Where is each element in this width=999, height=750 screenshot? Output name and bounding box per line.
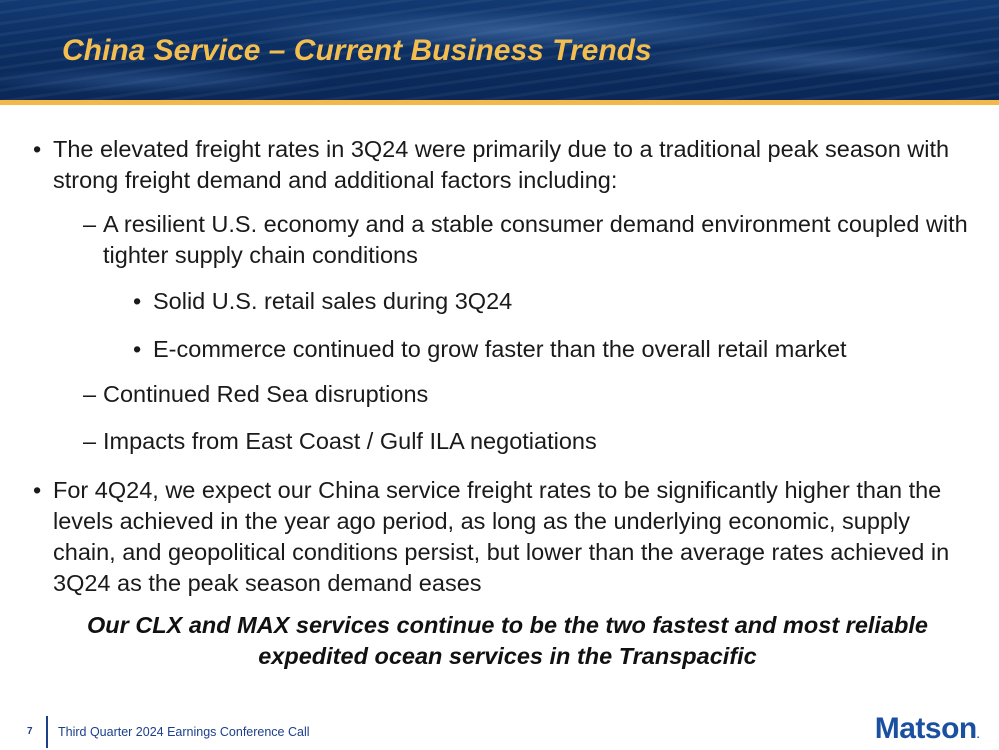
bullet-level-1: • For 4Q24, we expect our China service … bbox=[33, 475, 971, 599]
bullet-level-1: • The elevated freight rates in 3Q24 wer… bbox=[33, 134, 973, 196]
bullet-marker: • bbox=[133, 336, 142, 362]
callout-statement: Our CLX and MAX services continue to be … bbox=[87, 612, 928, 669]
bullet-level-3: • E-commerce continued to grow faster th… bbox=[133, 334, 973, 365]
footer-text: Third Quarter 2024 Earnings Conference C… bbox=[58, 725, 310, 739]
dash-marker: – bbox=[83, 381, 97, 407]
dash-marker: – bbox=[83, 211, 97, 237]
bullet-marker: • bbox=[33, 477, 42, 503]
page-number: 7 bbox=[27, 726, 33, 737]
bullet-text: For 4Q24, we expect our China service fr… bbox=[53, 477, 950, 596]
footer-divider bbox=[46, 716, 48, 748]
matson-logo: Matson. bbox=[874, 712, 980, 746]
banner-divider bbox=[0, 100, 999, 105]
bullet-text: The elevated freight rates in 3Q24 were … bbox=[53, 136, 950, 193]
bullet-level-2: – A resilient U.S. economy and a stable … bbox=[83, 209, 983, 271]
bullet-level-2: – Continued Red Sea disruptions bbox=[83, 379, 903, 410]
bullet-text: Impacts from East Coast / Gulf ILA negot… bbox=[103, 428, 597, 454]
slide-title: China Service – Current Business Trends bbox=[62, 34, 652, 67]
bullet-text: Solid U.S. retail sales during 3Q24 bbox=[153, 288, 513, 314]
bullet-level-3: • Solid U.S. retail sales during 3Q24 bbox=[133, 286, 953, 317]
logo-dot: . bbox=[976, 730, 980, 741]
dash-marker: – bbox=[83, 428, 97, 454]
bullet-text: E-commerce continued to grow faster than… bbox=[153, 336, 847, 362]
bullet-level-2: – Impacts from East Coast / Gulf ILA neg… bbox=[83, 426, 903, 457]
logo-text: Matson bbox=[874, 712, 978, 745]
bullet-text: Continued Red Sea disruptions bbox=[103, 381, 429, 407]
bullet-marker: • bbox=[133, 288, 142, 314]
bullet-marker: • bbox=[33, 136, 42, 162]
bullet-text: A resilient U.S. economy and a stable co… bbox=[103, 211, 968, 268]
title-banner bbox=[0, 0, 999, 100]
